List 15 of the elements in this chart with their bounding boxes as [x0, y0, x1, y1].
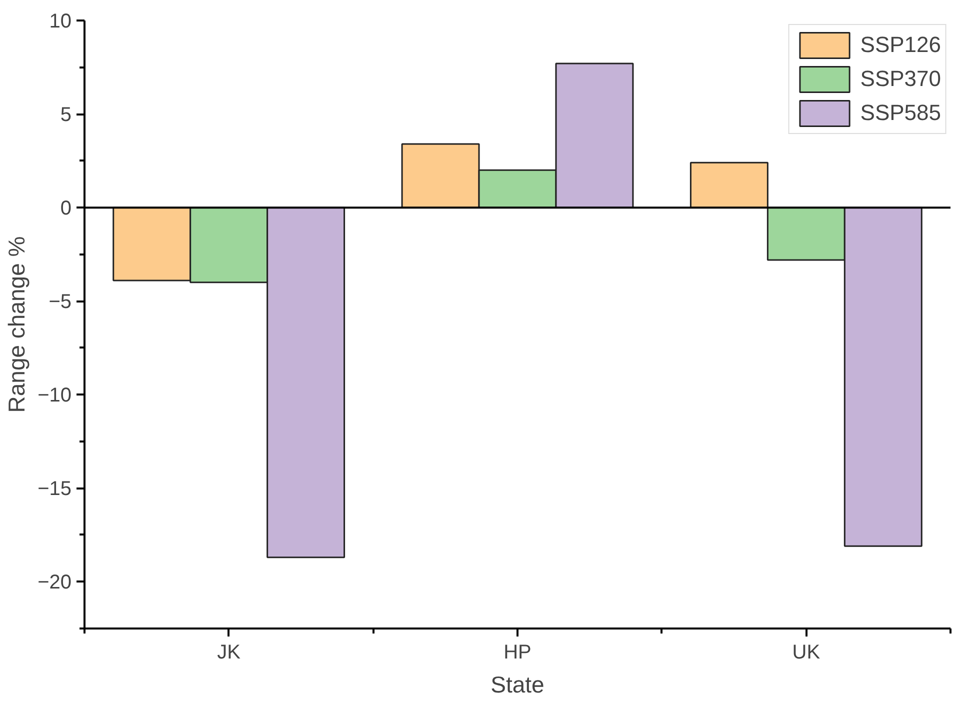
legend-label: SSP370	[860, 66, 941, 92]
x-tick-label: UK	[792, 642, 821, 664]
legend-label: SSP126	[860, 32, 941, 58]
y-tick-label: 5	[60, 104, 72, 126]
y-tick-label: −10	[38, 384, 72, 407]
y-tick-label: −15	[38, 478, 72, 500]
y-tick-label: 0	[60, 198, 72, 220]
legend-label: SSP585	[860, 100, 941, 126]
y-tick-label: −5	[48, 291, 72, 314]
x-axis-title: State	[490, 672, 544, 698]
y-tick-label: −20	[38, 572, 72, 594]
y-tick-label: 10	[49, 10, 72, 32]
x-tick-label: JK	[217, 642, 242, 664]
y-axis-title: Range change %	[4, 236, 30, 413]
x-tick-label: HP	[504, 642, 532, 664]
